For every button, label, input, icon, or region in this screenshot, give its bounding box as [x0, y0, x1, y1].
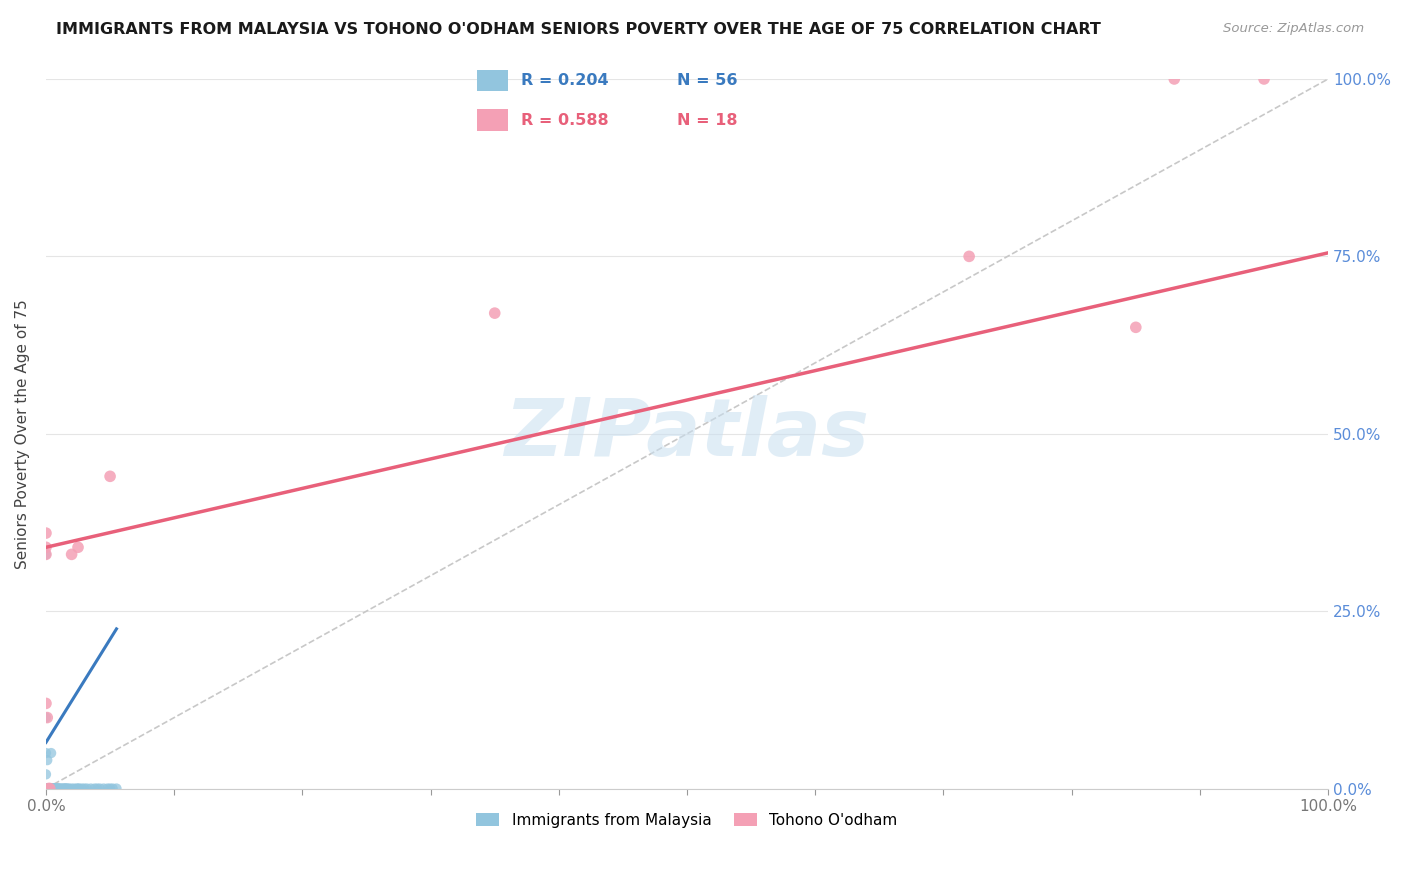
Point: [44, 781, 66, 796]
Point: [39, 746, 62, 760]
Point: [98, 469, 121, 483]
Point: [37, 753, 59, 767]
Text: Source: ZipAtlas.com: Source: ZipAtlas.com: [1223, 22, 1364, 36]
Point: [35, 710, 58, 724]
Point: [80, 781, 103, 796]
Point: [53, 781, 76, 796]
Point: [1253, 72, 1275, 87]
Point: [66, 781, 89, 796]
Point: [60, 781, 83, 796]
Point: [53, 781, 76, 796]
Point: [105, 781, 128, 796]
Point: [42, 781, 65, 796]
Point: [70, 781, 93, 796]
Point: [83, 781, 105, 796]
Point: [41, 781, 63, 796]
Point: [52, 781, 75, 796]
Point: [51, 781, 73, 796]
Point: [46, 781, 69, 796]
Text: N = 56: N = 56: [676, 73, 737, 88]
Point: [37, 781, 59, 796]
Point: [76, 781, 98, 796]
Point: [93, 781, 115, 796]
Point: [48, 781, 70, 796]
Legend: Immigrants from Malaysia, Tohono O'odham: Immigrants from Malaysia, Tohono O'odham: [471, 807, 904, 834]
Point: [45, 781, 67, 796]
Point: [49, 781, 72, 796]
Point: [35, 767, 58, 781]
Point: [484, 306, 506, 320]
Point: [38, 781, 60, 796]
Point: [38, 781, 60, 796]
Point: [35, 541, 58, 555]
Point: [39, 781, 62, 796]
Point: [35, 547, 58, 561]
Point: [66, 781, 89, 796]
Point: [38, 781, 60, 796]
Point: [37, 781, 59, 796]
Point: [98, 781, 121, 796]
Point: [66, 541, 89, 555]
Point: [1163, 72, 1185, 87]
Point: [55, 781, 77, 796]
Point: [1125, 320, 1147, 334]
Bar: [478, 110, 508, 130]
Point: [96, 781, 118, 796]
Point: [37, 710, 59, 724]
Point: [46, 781, 69, 796]
Text: ZIPatlas: ZIPatlas: [505, 395, 869, 473]
Point: [63, 781, 86, 796]
Point: [35, 697, 58, 711]
Text: R = 0.204: R = 0.204: [522, 73, 609, 88]
Point: [101, 781, 124, 796]
Point: [35, 781, 58, 796]
Point: [41, 781, 63, 796]
Point: [60, 547, 83, 561]
Point: [38, 781, 60, 796]
Point: [35, 781, 58, 796]
Text: N = 18: N = 18: [676, 112, 737, 128]
Point: [56, 781, 79, 796]
Point: [44, 781, 66, 796]
Point: [42, 781, 65, 796]
Text: R = 0.588: R = 0.588: [522, 112, 609, 128]
Point: [86, 781, 108, 796]
Point: [38, 781, 60, 796]
Point: [35, 526, 58, 541]
Point: [38, 781, 60, 796]
Point: [52, 781, 75, 796]
Bar: [478, 70, 508, 91]
Point: [38, 781, 60, 796]
Text: IMMIGRANTS FROM MALAYSIA VS TOHONO O'ODHAM SENIORS POVERTY OVER THE AGE OF 75 CO: IMMIGRANTS FROM MALAYSIA VS TOHONO O'ODH…: [56, 22, 1101, 37]
Point: [45, 781, 67, 796]
Point: [48, 781, 70, 796]
Point: [35, 547, 58, 561]
Y-axis label: Seniors Poverty Over the Age of 75: Seniors Poverty Over the Age of 75: [15, 299, 30, 568]
Point: [73, 781, 96, 796]
Point: [38, 781, 60, 796]
Point: [957, 249, 980, 263]
Point: [35, 746, 58, 760]
Point: [67, 781, 90, 796]
Point: [58, 781, 80, 796]
Point: [89, 781, 111, 796]
Point: [41, 781, 63, 796]
